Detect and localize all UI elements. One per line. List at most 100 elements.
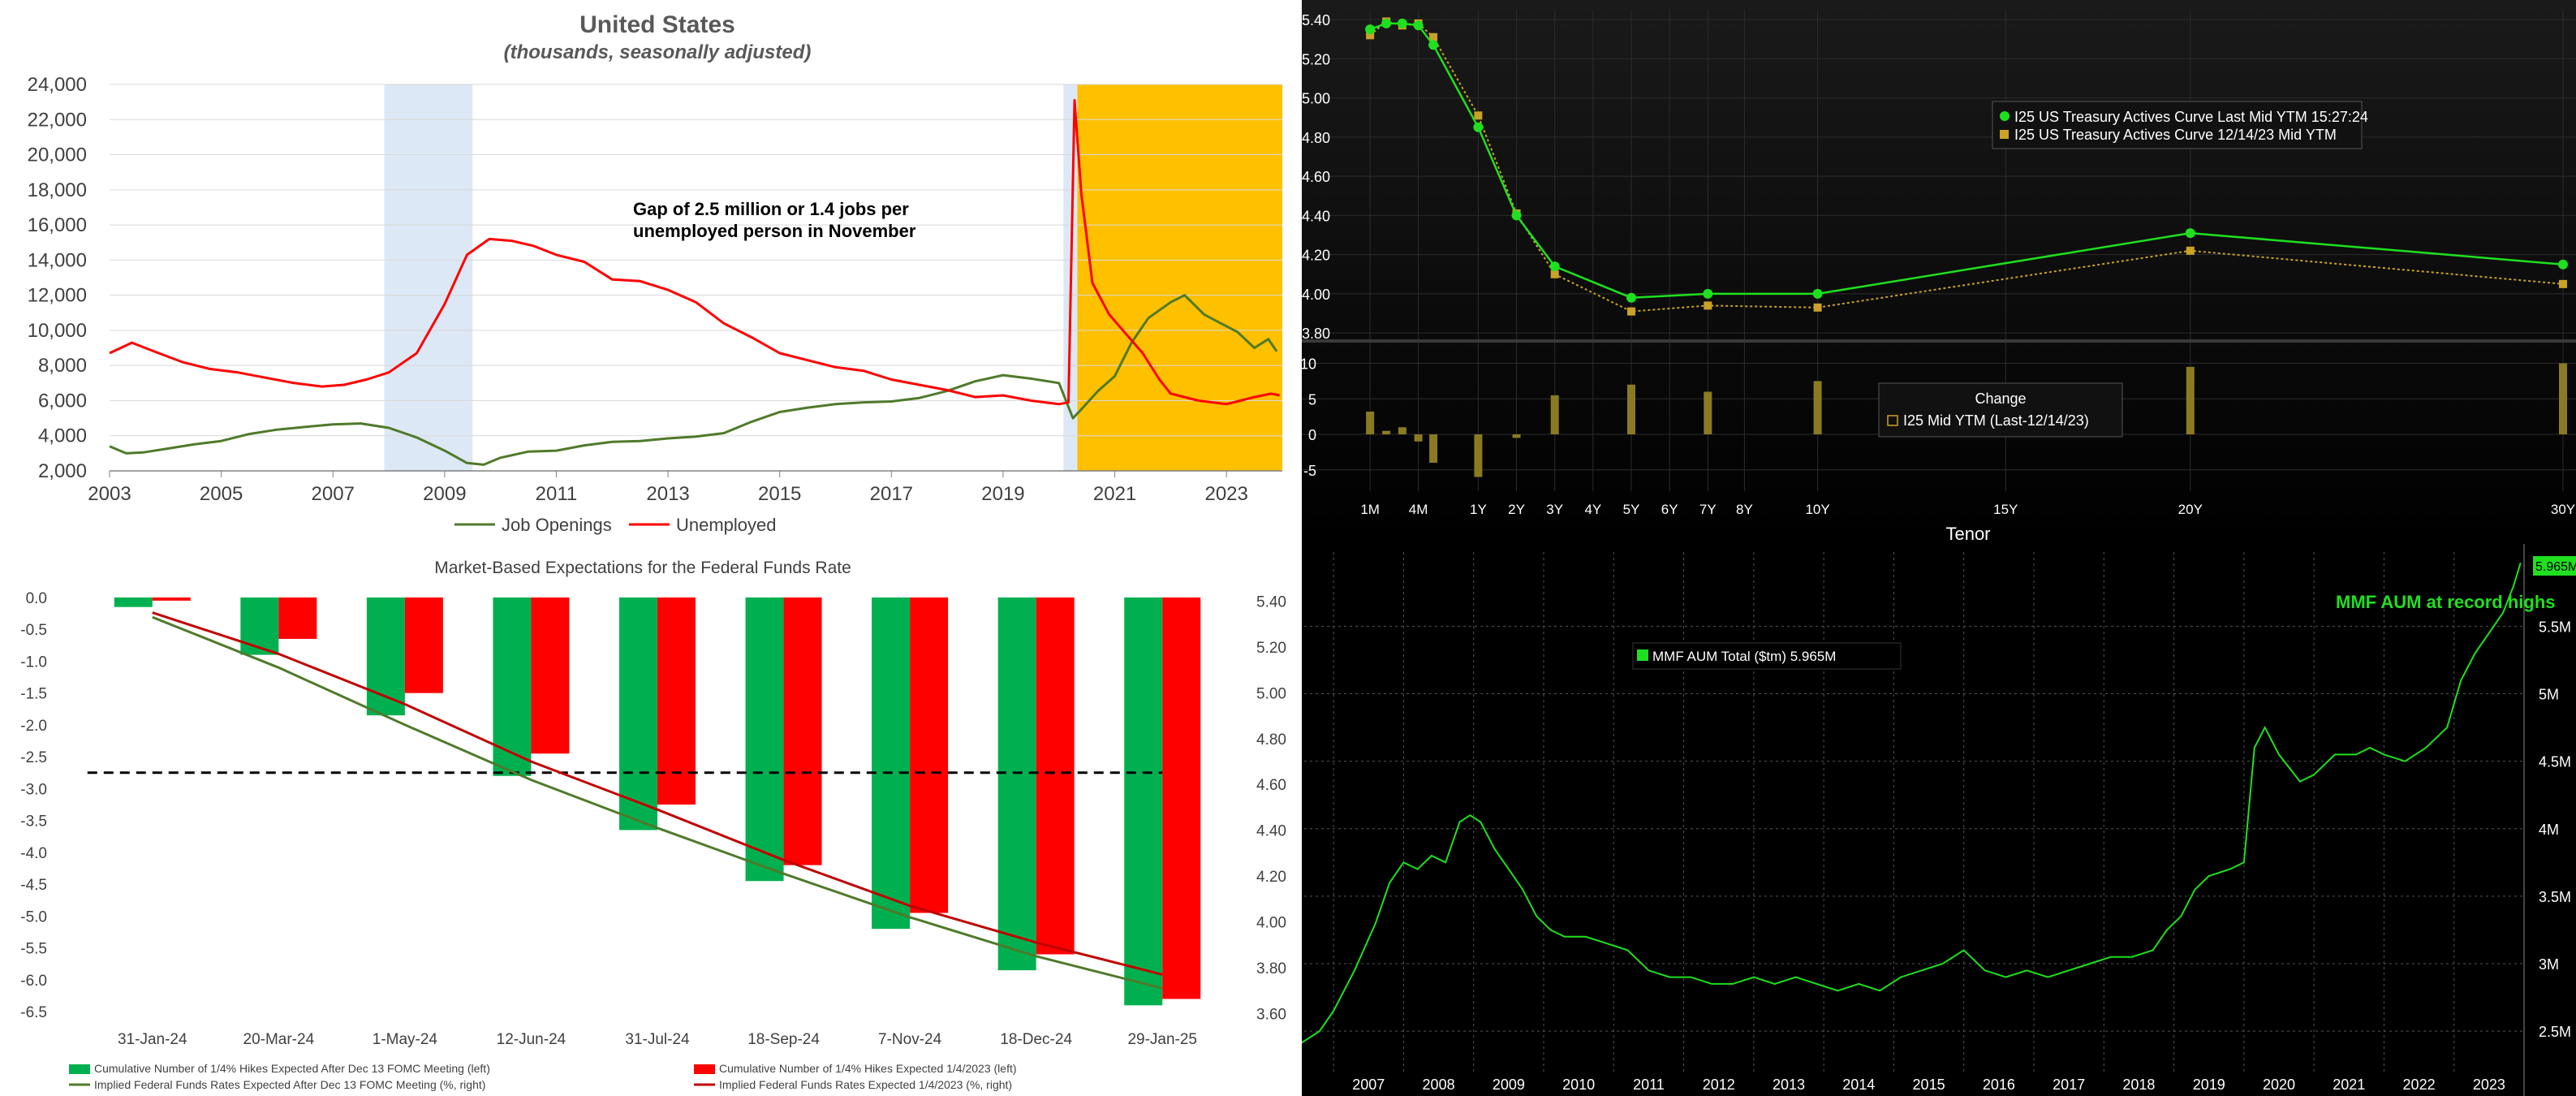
y-tick-label: 5.20: [1302, 51, 1330, 67]
y-tick-label: 14,000: [28, 249, 87, 271]
chart-annotation: MMF AUM at record highs: [2336, 592, 2556, 612]
data-point-last: [1413, 20, 1424, 31]
bar-hikes-jan4: [783, 597, 822, 865]
y-tick-label: 10,000: [28, 320, 87, 342]
x-tick-label: 2012: [1703, 1077, 1735, 1093]
left-y-tick-label: -5.5: [20, 941, 47, 958]
legend-label-rate-dec13: Implied Federal Funds Rates Expected Aft…: [94, 1078, 485, 1091]
x-tick-label: 2023: [1204, 483, 1247, 505]
x-tick-label: 2023: [2473, 1077, 2505, 1093]
x-tick-label: 2Y: [1508, 502, 1525, 517]
right-y-tick-label: 4.80: [1256, 731, 1286, 749]
y-tick-label: 16,000: [28, 214, 87, 236]
legend-swatch-hikes-jan4: [694, 1064, 715, 1074]
x-tick-label: 3Y: [1546, 502, 1563, 517]
legend-label-hikes-jan4: Cumulative Number of 1/4% Hikes Expected…: [719, 1062, 1017, 1075]
bar-hikes-jan4: [152, 597, 191, 601]
x-tick-label: 31-Jan-24: [118, 1031, 187, 1048]
change-bar: [1813, 381, 1822, 434]
treasury-curve-chart: 5.40 5.20 5.00 4.80 4.60 4.40 4.20 4.00 3.80 10 5 0…: [1299, 0, 2576, 544]
x-tick-label: 2008: [1423, 1077, 1455, 1093]
y-tick-label: 2,000: [38, 460, 87, 482]
left-y-tick-label: 0.0: [26, 590, 47, 607]
left-y-tick-label: -4.0: [20, 845, 47, 862]
data-point-last: [2185, 228, 2195, 239]
change-bar: [2186, 366, 2195, 434]
y-tick-label: 2.5M: [2539, 1024, 2571, 1040]
change-legend-title: Change: [1975, 391, 2026, 407]
bar-hikes-dec13: [114, 597, 153, 607]
us-labor-chart-panel: United States (thousands, seasonally adj…: [0, 0, 1299, 544]
left-y-tick-label: -3.0: [20, 781, 47, 798]
bar-hikes-jan4: [1036, 597, 1075, 955]
series-line-unemployed: [109, 99, 1280, 406]
y-tick-label: 4.60: [1302, 169, 1330, 185]
x-tick-label: 1M: [1360, 502, 1380, 517]
y-tick-label: 24,000: [28, 74, 87, 96]
x-tick-label: 2017: [870, 483, 913, 505]
data-point-last: [1397, 18, 1407, 28]
data-point-prior: [1366, 31, 1375, 40]
mmf-aum-chart: 2.5M 3M 3.5M 4M 4.5M 5M 5.5M 2007 2008 2009 2010 2…: [1299, 544, 2576, 1096]
change-bar: [1512, 434, 1521, 438]
series-line-rate-jan4: [152, 611, 1163, 976]
bar-hikes-jan4: [531, 597, 570, 754]
data-point-last: [2558, 259, 2568, 270]
y-tick-label: 12,000: [28, 285, 87, 307]
last-value-tag: 5.965M: [2533, 556, 2576, 576]
x-tick-label: 2020: [2263, 1077, 2295, 1093]
y-tick-label: 5M: [2539, 687, 2559, 703]
y-tick-label: 10: [1300, 356, 1316, 373]
x-tick-label: 2021: [1093, 483, 1136, 505]
x-tick-label: 2005: [200, 483, 243, 505]
y-tick-label: -5: [1303, 463, 1316, 479]
x-tick-label: 2011: [536, 483, 578, 505]
x-tick-label: 10Y: [1805, 502, 1829, 517]
x-tick-label: 15Y: [1993, 502, 2018, 517]
x-tick-label: 31-Jul-24: [625, 1031, 690, 1048]
right-y-tick-label: 4.40: [1256, 823, 1286, 840]
left-y-tick-label: -4.5: [20, 877, 47, 894]
change-bar: [1474, 434, 1483, 477]
y-tick-label: 8,000: [38, 355, 87, 377]
data-point-prior: [1550, 270, 1559, 278]
right-y-tick-label: 5.20: [1256, 640, 1286, 657]
x-tick-label: 2003: [88, 483, 131, 505]
data-point-last: [1473, 122, 1484, 132]
left-y-tick-label: -2.0: [20, 718, 47, 735]
data-point-prior: [1813, 303, 1822, 312]
left-y-tick-label: -2.5: [20, 749, 47, 766]
chart-legend: MMF AUM Total ($tm) 5.965M: [1632, 642, 1902, 670]
left-y-tick-label: -1.5: [20, 686, 47, 703]
x-tick-label: 2010: [1562, 1077, 1595, 1093]
right-y-tick-label: 5.40: [1256, 593, 1286, 611]
x-tick-label: 5Y: [1623, 502, 1640, 517]
x-tick-label: 2009: [1493, 1077, 1525, 1093]
left-y-tick-label: -6.5: [20, 1004, 47, 1021]
bar-hikes-jan4: [1162, 597, 1201, 999]
series-line-rate-dec13: [152, 615, 1163, 990]
x-tick-label: 20-Mar-24: [243, 1031, 315, 1048]
y-tick-label: 4.00: [1302, 287, 1330, 303]
legend-label-hikes-dec13: Cumulative Number of 1/4% Hikes Expected…: [94, 1062, 490, 1075]
data-point-last: [1428, 40, 1439, 50]
x-tick-label: 2011: [1633, 1077, 1665, 1093]
bar-hikes-dec13: [1124, 597, 1163, 1006]
chart-legend: Job Openings Unemployed: [454, 515, 777, 535]
series-line-mmf-aum: [1299, 563, 2522, 1046]
x-tick-label: 1-May-24: [373, 1031, 438, 1048]
pane-divider[interactable]: [1299, 339, 2576, 343]
x-tick-label: 18-Sep-24: [747, 1031, 820, 1048]
change-bar: [1382, 430, 1391, 434]
x-tick-label: 7-Nov-24: [878, 1031, 942, 1048]
data-point-prior: [2559, 279, 2567, 288]
x-tick-label: 2022: [2403, 1077, 2436, 1093]
data-point-prior: [1474, 111, 1483, 120]
x-tick-label: 8Y: [1736, 502, 1753, 517]
legend-label-prior: I25 US Treasury Actives Curve 12/14/23 M…: [2014, 127, 2337, 143]
x-tick-label: 2013: [646, 483, 689, 505]
y-tick-label: 4.5M: [2539, 754, 2571, 770]
series-line-job-openings: [109, 294, 1278, 466]
bar-hikes-dec13: [493, 597, 532, 776]
data-point-prior: [1627, 307, 1635, 316]
